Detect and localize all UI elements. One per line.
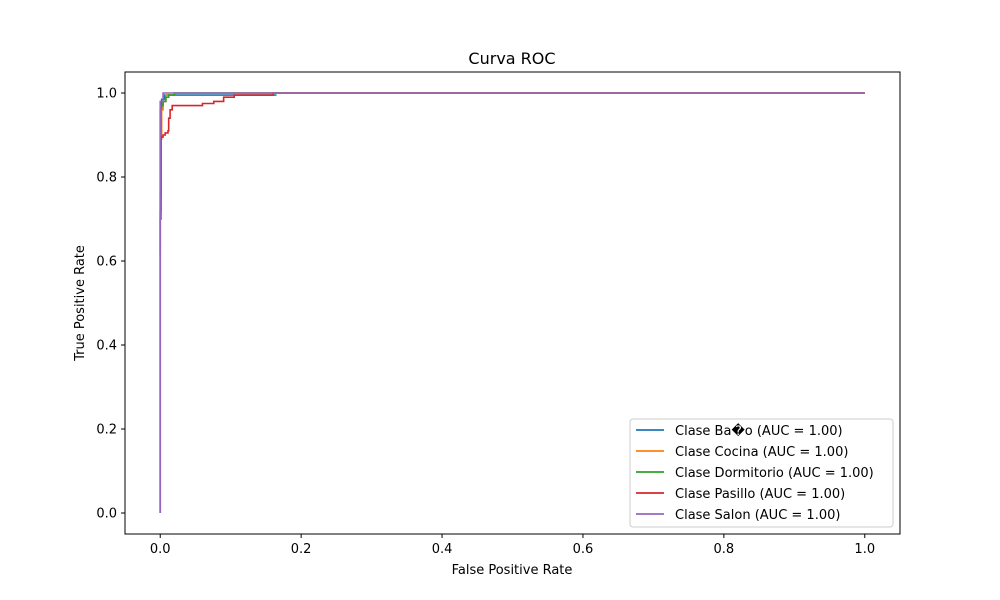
x-tick-label: 0.4 xyxy=(432,542,453,557)
legend-box xyxy=(629,418,894,528)
x-axis-label: False Positive Rate xyxy=(452,563,573,578)
legend-label-3: Clase Pasillo (AUC = 1.00) xyxy=(675,487,845,502)
y-tick-label: 0.2 xyxy=(96,423,117,438)
x-tick-label: 0.0 xyxy=(150,542,171,557)
y-axis-label: True Positive Rate xyxy=(73,245,88,362)
legend-label-0: Clase Ba�o (AUC = 1.00) xyxy=(675,422,843,439)
series-line-3 xyxy=(159,92,865,255)
x-tick-label: 0.8 xyxy=(714,542,735,557)
y-tick-label: 1.0 xyxy=(96,87,117,102)
y-tick-label: 0.4 xyxy=(96,339,117,354)
y-tick-label: 0.6 xyxy=(96,255,117,270)
x-tick-label: 1.0 xyxy=(854,542,875,557)
legend-label-2: Clase Dormitorio (AUC = 1.00) xyxy=(675,466,874,481)
y-tick-label: 0.0 xyxy=(96,507,117,522)
x-tick-label: 0.6 xyxy=(573,542,594,557)
axis-ticks: 0.0 0.2 0.4 0.6 0.8 1.0 0.0 0.2 0.4 0.6 0.8 1.0 xyxy=(96,87,875,558)
plot-frame xyxy=(124,71,901,535)
x-tick-label: 0.2 xyxy=(291,542,312,557)
chart-title: Curva ROC xyxy=(468,49,555,68)
legend-label-1: Clase Cocina (AUC = 1.00) xyxy=(675,445,848,460)
series-line-4 xyxy=(159,92,865,513)
y-tick-label: 0.8 xyxy=(96,171,117,186)
plot-area xyxy=(159,92,865,513)
legend-label-4: Clase Salon (AUC = 1.00) xyxy=(675,508,840,523)
legend: Clase Ba�o (AUC = 1.00) Clase Cocina (AUC… xyxy=(629,418,894,528)
